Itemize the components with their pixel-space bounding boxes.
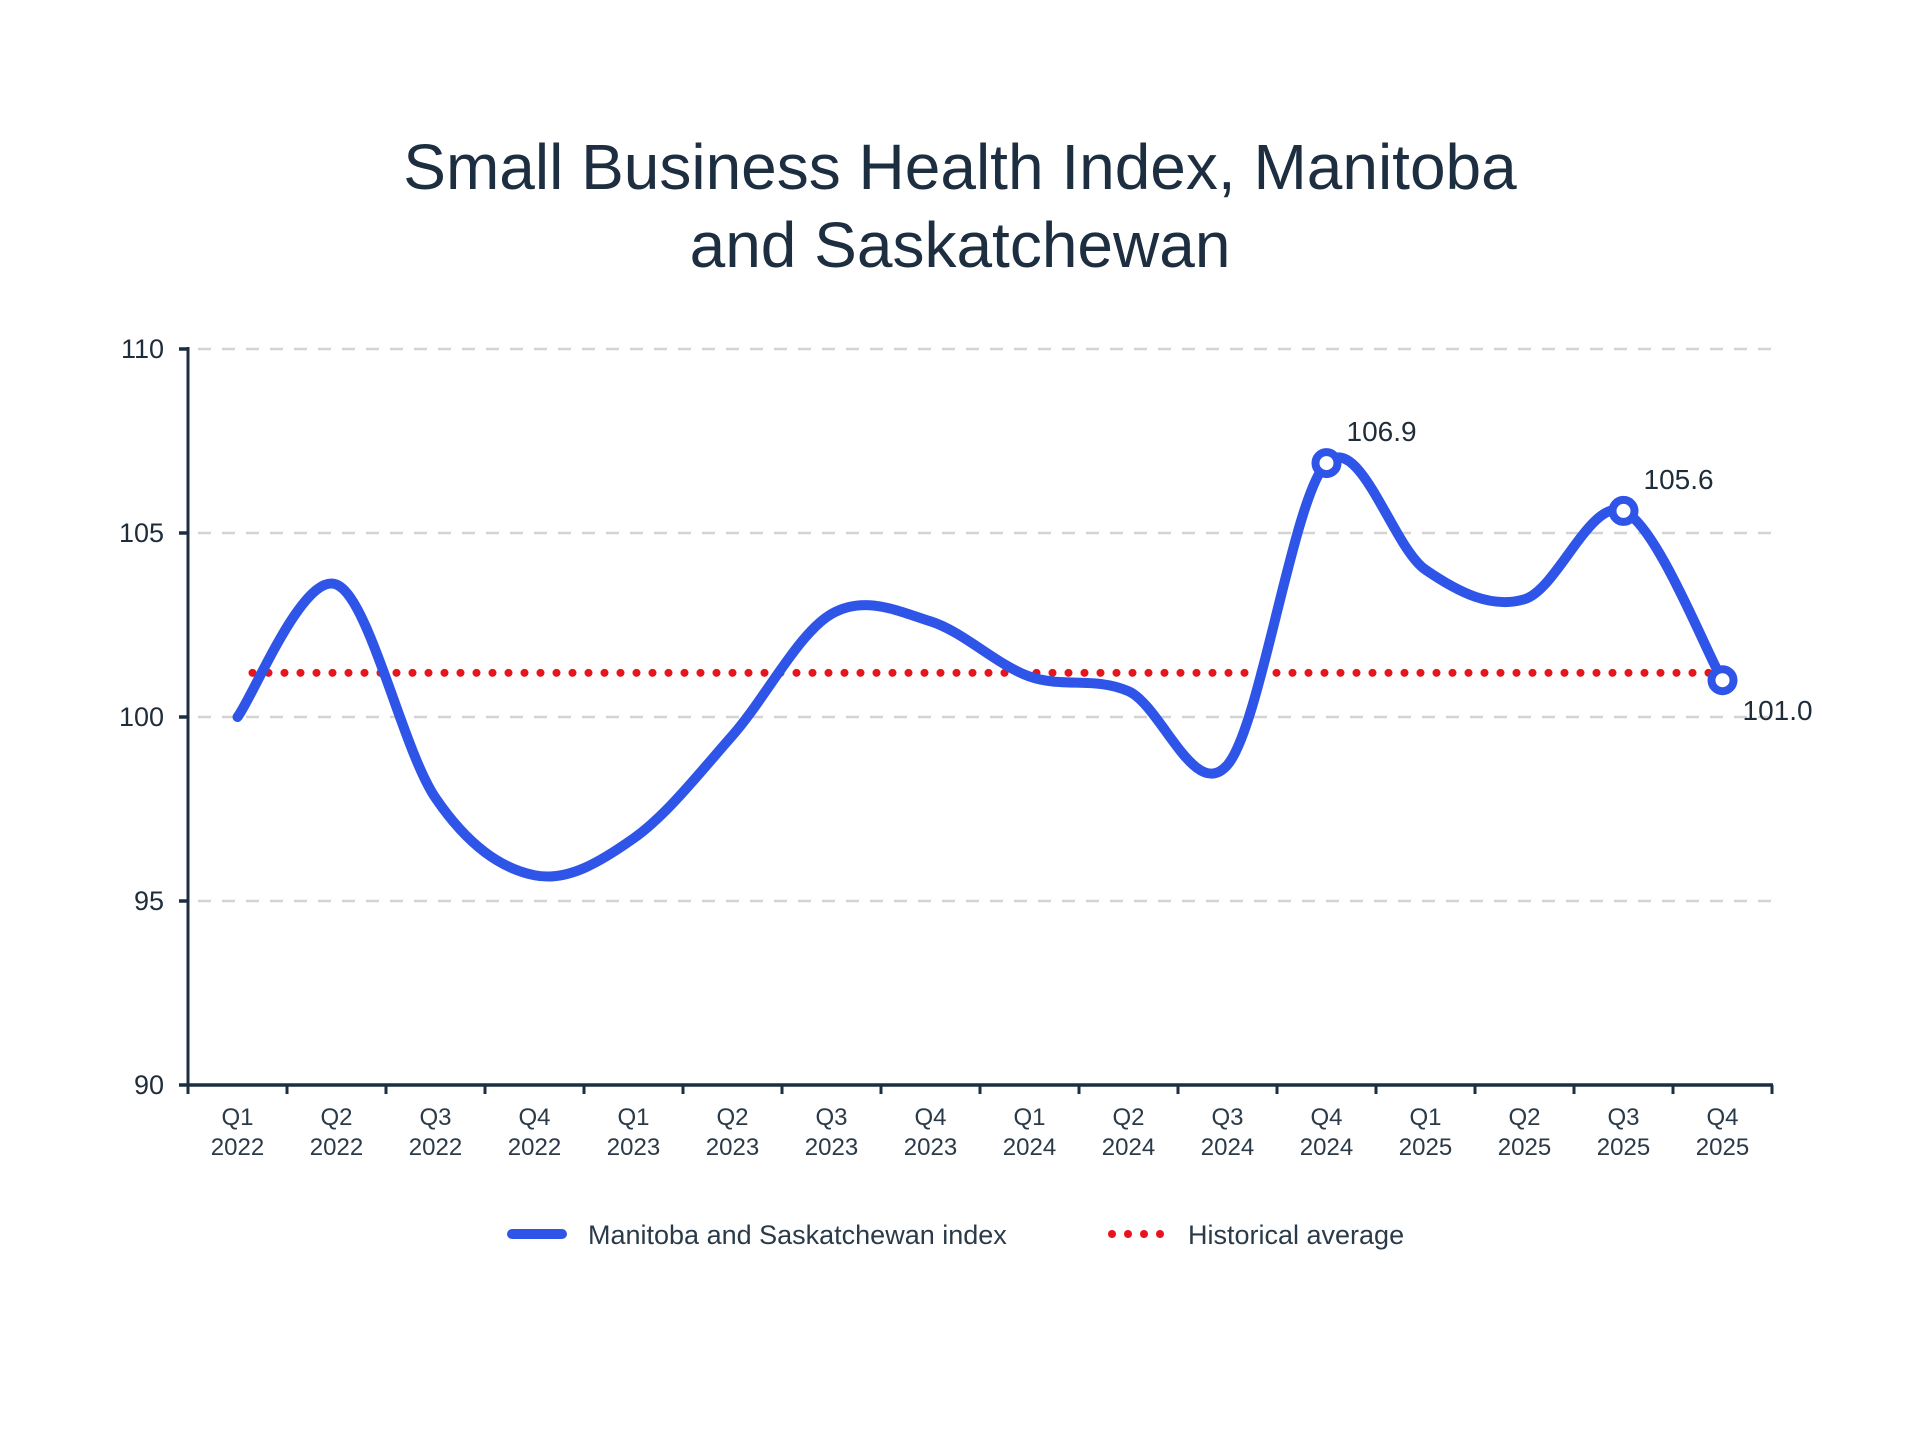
x-tick-year: 2024 xyxy=(1102,1134,1155,1161)
x-tick-year: 2022 xyxy=(508,1134,561,1161)
x-tick-label: Q4 2024 xyxy=(1300,1104,1353,1161)
x-tick-year: 2023 xyxy=(607,1134,660,1161)
x-tick-year: 2025 xyxy=(1696,1134,1749,1161)
highlight-marker xyxy=(1311,448,1342,479)
x-tick-quarter: Q2 xyxy=(1508,1104,1540,1131)
legend-dot xyxy=(1156,1230,1164,1238)
x-tick-quarter: Q3 xyxy=(1607,1104,1639,1131)
x-tick-quarter: Q2 xyxy=(716,1104,748,1131)
x-tick-label: Q3 2023 xyxy=(805,1104,858,1161)
x-tick-label: Q4 2023 xyxy=(904,1104,957,1161)
index-line xyxy=(232,452,1728,882)
x-tick-quarter: Q1 xyxy=(221,1104,253,1131)
x-tick-year: 2024 xyxy=(1003,1134,1056,1161)
x-tick-quarter: Q4 xyxy=(518,1104,550,1131)
legend-label-average: Historical average xyxy=(1188,1220,1404,1250)
x-tick-label: Q3 2024 xyxy=(1201,1104,1254,1161)
x-tick-quarter: Q4 xyxy=(1706,1104,1738,1131)
data-label: 101.0 xyxy=(1743,695,1813,726)
y-tick-label: 105 xyxy=(119,518,164,548)
x-tick-label: Q3 2025 xyxy=(1597,1104,1650,1161)
chart-title-line-1: Small Business Health Index, Manitoba xyxy=(403,131,1517,203)
legend: Manitoba and Saskatchewan index Historic… xyxy=(507,1220,1404,1250)
x-tick-label: Q1 2023 xyxy=(607,1104,660,1161)
x-tick-quarter: Q1 xyxy=(617,1104,649,1131)
legend-label-index: Manitoba and Saskatchewan index xyxy=(588,1220,1007,1250)
x-tick-year: 2024 xyxy=(1300,1134,1353,1161)
x-tick-year: 2023 xyxy=(805,1134,858,1161)
x-tick-label: Q1 2022 xyxy=(211,1104,264,1161)
x-tick-year: 2024 xyxy=(1201,1134,1254,1161)
highlight-marker xyxy=(1707,665,1738,696)
x-tick-year: 2025 xyxy=(1498,1134,1551,1161)
y-tick-label: 110 xyxy=(121,334,164,364)
x-tick-label: Q2 2022 xyxy=(310,1104,363,1161)
x-tick-quarter: Q1 xyxy=(1409,1104,1441,1131)
legend-dot xyxy=(1140,1230,1148,1238)
x-tick-quarter: Q3 xyxy=(419,1104,451,1131)
y-axis-ticks: 90 95 100 105 110 xyxy=(119,334,188,1100)
gridlines xyxy=(198,347,1775,903)
x-tick-quarter: Q3 xyxy=(815,1104,847,1131)
y-tick-label: 95 xyxy=(134,886,164,916)
y-tick-label: 100 xyxy=(119,702,164,732)
x-tick-year: 2023 xyxy=(904,1134,957,1161)
highlight-marker xyxy=(1608,495,1639,526)
x-tick-year: 2022 xyxy=(310,1134,363,1161)
y-tick-label: 90 xyxy=(134,1070,164,1100)
x-tick-year: 2022 xyxy=(409,1134,462,1161)
x-tick-label: Q1 2025 xyxy=(1399,1104,1452,1161)
data-label: 106.9 xyxy=(1347,416,1417,447)
data-label: 105.6 xyxy=(1644,464,1714,495)
x-tick-quarter: Q2 xyxy=(320,1104,352,1131)
x-tick-label: Q2 2023 xyxy=(706,1104,759,1161)
x-tick-quarter: Q4 xyxy=(1310,1104,1342,1131)
chart-title: Small Business Health Index, Manitoba an… xyxy=(403,131,1517,281)
x-tick-label: Q2 2024 xyxy=(1102,1104,1155,1161)
x-tick-quarter: Q4 xyxy=(914,1104,946,1131)
data-annotations: 106.9 105.6 101.0 xyxy=(1311,416,1813,726)
x-tick-quarter: Q1 xyxy=(1013,1104,1045,1131)
x-tick-year: 2025 xyxy=(1597,1134,1650,1161)
legend-dot xyxy=(1108,1230,1116,1238)
chart-title-line-2: and Saskatchewan xyxy=(690,209,1231,281)
x-tick-year: 2023 xyxy=(706,1134,759,1161)
x-tick-label: Q4 2022 xyxy=(508,1104,561,1161)
x-tick-label: Q4 2025 xyxy=(1696,1104,1749,1161)
x-tick-year: 2022 xyxy=(211,1134,264,1161)
index-series xyxy=(232,452,1728,882)
x-tick-label: Q3 2022 xyxy=(409,1104,462,1161)
x-tick-quarter: Q3 xyxy=(1211,1104,1243,1131)
x-tick-label: Q2 2025 xyxy=(1498,1104,1551,1161)
x-axis-ticks: Q1 2022 Q2 2022 Q3 2022 Q4 2022 Q1 2023 Q2 2023 Q3 20… xyxy=(186,1085,1774,1161)
x-tick-year: 2025 xyxy=(1399,1134,1452,1161)
x-tick-label: Q1 2024 xyxy=(1003,1104,1056,1161)
legend-dot xyxy=(1124,1230,1132,1238)
legend-swatch-average xyxy=(1108,1230,1164,1238)
x-tick-quarter: Q2 xyxy=(1112,1104,1144,1131)
